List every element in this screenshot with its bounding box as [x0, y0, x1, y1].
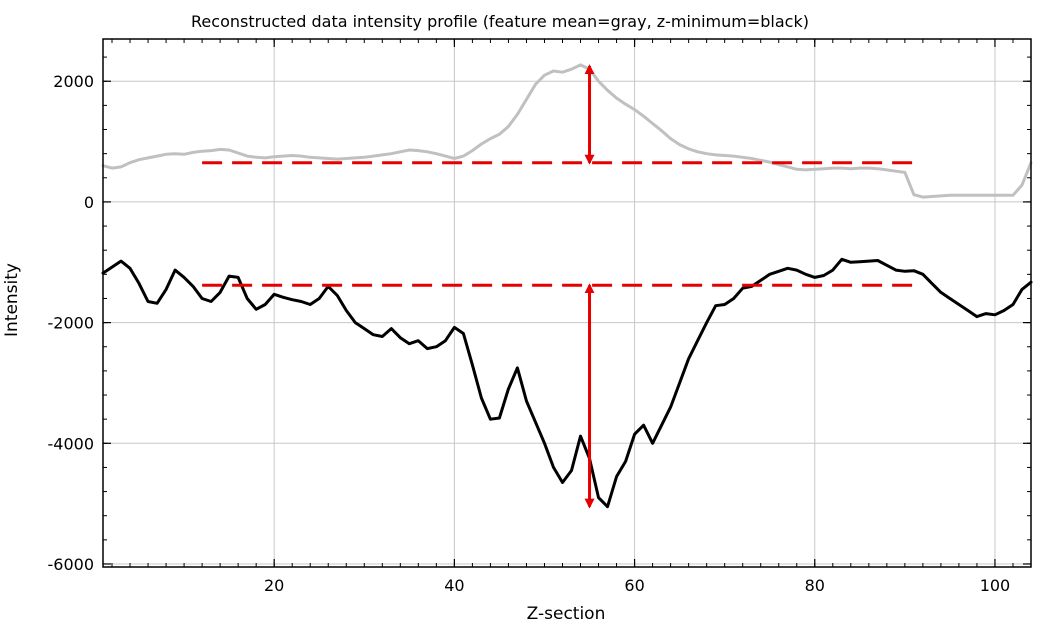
- y-axis-ticks: -6000 -4000 -2000 0 2000: [48, 72, 1031, 574]
- x-tick-label: 40: [444, 576, 464, 595]
- grid-lines: [103, 39, 1031, 567]
- x-tick-label: 60: [624, 576, 644, 595]
- x-axis-label: Z-section: [527, 604, 606, 624]
- y-axis-label: Intensity: [2, 263, 22, 337]
- series-line-z-minimum: [101, 257, 1033, 509]
- y-tick-label: -2000: [48, 314, 95, 333]
- plot-border: [102, 38, 1032, 568]
- x-tick-label: 100: [980, 576, 1011, 595]
- plot-area: [103, 39, 1031, 567]
- x-tick-label: 80: [805, 576, 825, 595]
- x-axis-ticks: 20 40 60 80 100: [264, 39, 1010, 595]
- y-tick-label: -6000: [48, 555, 95, 574]
- series-layer: [101, 63, 1033, 509]
- series-line-feature-mean: [101, 63, 1033, 199]
- y-tick-label: 2000: [53, 72, 94, 91]
- chart-title: Reconstructed data intensity profile (fe…: [191, 12, 809, 31]
- annotation-layer: [202, 64, 914, 509]
- x-tick-label: 20: [264, 576, 284, 595]
- y-tick-label: -4000: [48, 434, 95, 453]
- y-tick-label: 0: [84, 193, 94, 212]
